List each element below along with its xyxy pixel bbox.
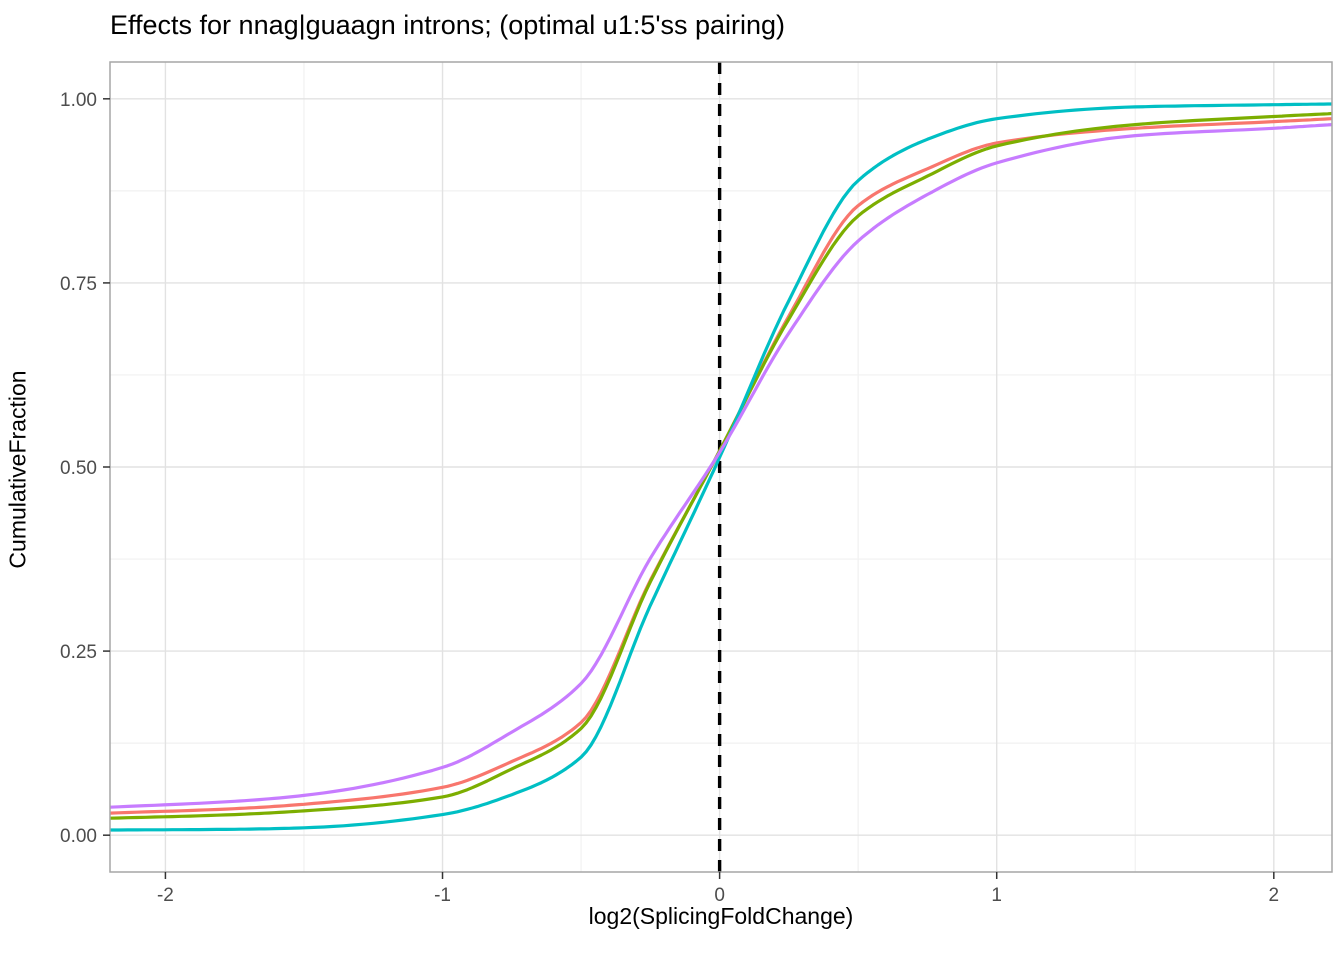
y-tick-label: 0.75 (60, 274, 97, 295)
x-tick-label: 0 (714, 885, 725, 906)
chart-title: Effects for nnag|guaagn introns; (optima… (110, 10, 786, 40)
x-tick-label: -2 (157, 885, 174, 906)
x-tick-label: 2 (1269, 885, 1280, 906)
y-tick-label: 0.25 (60, 642, 97, 663)
x-axis-title: log2(SplicingFoldChange) (588, 903, 854, 929)
curve-teal (110, 102, 1332, 832)
y-tick-label: 0.00 (60, 826, 97, 847)
curve-purple (109, 123, 1333, 809)
x-tick-label: 1 (991, 885, 1002, 906)
y-tick-label: 1.00 (60, 90, 97, 111)
y-axis-title: CumulativeFraction (4, 370, 31, 569)
y-tick-label: 0.50 (60, 458, 97, 479)
x-tick-label: -1 (434, 885, 451, 906)
